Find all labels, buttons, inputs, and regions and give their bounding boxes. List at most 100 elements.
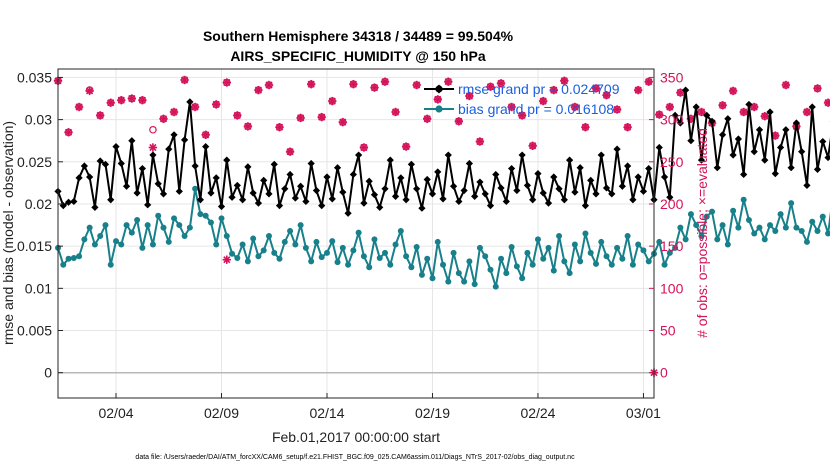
bias-point: [714, 236, 721, 243]
bias-point: [186, 224, 193, 231]
evaluated-point: [644, 77, 653, 86]
evaluated-point: [560, 76, 569, 86]
evaluated-point: [338, 117, 347, 127]
bias-point: [329, 238, 336, 245]
rmse-point: [581, 202, 590, 210]
rmse-point: [618, 182, 626, 190]
rmse-point: [782, 126, 790, 134]
bias-point: [719, 222, 726, 229]
rmse-point: [207, 189, 215, 197]
rmse-point: [713, 164, 721, 172]
bias-point: [149, 241, 156, 248]
bias-point: [360, 253, 367, 260]
rmse-point: [592, 190, 600, 198]
rmse-point: [523, 181, 532, 190]
evaluated-point: [465, 91, 474, 101]
bias-point: [213, 241, 220, 248]
bias-point: [118, 241, 125, 248]
bias-point: [181, 233, 188, 240]
bias-point: [645, 258, 652, 265]
bias-point: [97, 233, 104, 240]
rmse-point: [180, 136, 189, 144]
evaluated-point: [549, 85, 558, 95]
rmse-point: [502, 197, 510, 206]
rmse-point: [302, 197, 310, 206]
x-tick-label: 02/09: [204, 405, 239, 421]
y-axis-label: rmse and bias (model - observation): [0, 121, 16, 345]
evaluated-point: [813, 84, 822, 93]
legend-rmse-label: rmse grand pr = 0.024709: [458, 81, 620, 97]
rmse-point: [428, 190, 437, 198]
bias-point: [782, 224, 789, 231]
y2-tick-label: 50: [660, 323, 676, 339]
marks: [53, 75, 830, 377]
bias-point: [382, 249, 389, 256]
legend-rmse-marker: [434, 84, 444, 94]
rmse-point: [138, 164, 146, 173]
rmse-point: [239, 196, 247, 204]
evaluated-point: [676, 88, 685, 97]
rmse-point: [671, 111, 679, 119]
rmse-point: [555, 185, 563, 193]
rmse-point: [228, 193, 236, 201]
rmse-point: [729, 151, 737, 159]
bias-point: [819, 213, 826, 220]
evaluated-point: [254, 85, 263, 95]
rmse-point: [217, 202, 226, 211]
rmse-point: [666, 193, 674, 201]
rmse-point: [560, 196, 568, 204]
rmse-point: [602, 184, 611, 192]
bias-point: [197, 211, 204, 218]
rmse-point: [708, 117, 716, 125]
rmse-point: [734, 135, 742, 143]
bias-point: [397, 227, 404, 234]
rmse-point: [597, 151, 605, 159]
bias-point: [229, 250, 236, 257]
bias-point: [265, 233, 272, 240]
bias-point: [624, 233, 631, 240]
x-tick-label: 03/01: [626, 405, 661, 421]
bias-point: [814, 227, 821, 234]
bias-point: [767, 222, 774, 229]
rmse-point: [344, 209, 352, 217]
evaluated-point: [412, 80, 421, 90]
rmse-point: [755, 126, 764, 134]
rmse-point: [249, 189, 257, 197]
rmse-point: [96, 157, 104, 165]
bias-point: [91, 241, 98, 248]
bias-point: [371, 236, 378, 243]
bias-point: [809, 218, 816, 225]
rmse-point: [660, 173, 669, 181]
evaluated-point: [517, 111, 527, 120]
rmse-point: [718, 131, 727, 139]
evaluated-point: [275, 122, 284, 132]
evaluated-point: [380, 77, 390, 86]
rmse-point: [112, 143, 120, 151]
rmse-point: [539, 189, 547, 197]
bias-point: [76, 253, 83, 260]
evaluated-point: [507, 102, 516, 112]
evaluated-point: [444, 77, 453, 86]
rmse-point: [824, 153, 830, 162]
rmse-point: [397, 174, 405, 182]
bias-point: [244, 258, 251, 265]
evaluated-point: [718, 101, 727, 110]
bias-point: [529, 261, 536, 268]
bias-line: [57, 187, 830, 288]
rmse-point: [465, 159, 473, 168]
bias-point: [392, 241, 399, 248]
bias-point: [682, 236, 689, 243]
bias-point: [429, 275, 436, 282]
bias-point: [434, 238, 441, 245]
rmse-point: [771, 170, 779, 178]
bias-point: [608, 261, 615, 268]
rmse-point: [434, 168, 442, 176]
rmse-point: [186, 98, 194, 106]
evaluated-point: [349, 79, 358, 89]
rmse-point: [360, 199, 368, 207]
rmse-point: [692, 103, 700, 111]
rmse-point: [687, 137, 695, 145]
y-tick-label: 0.005: [17, 323, 52, 339]
evaluated-point: [454, 117, 463, 126]
rmse-point: [117, 159, 125, 168]
